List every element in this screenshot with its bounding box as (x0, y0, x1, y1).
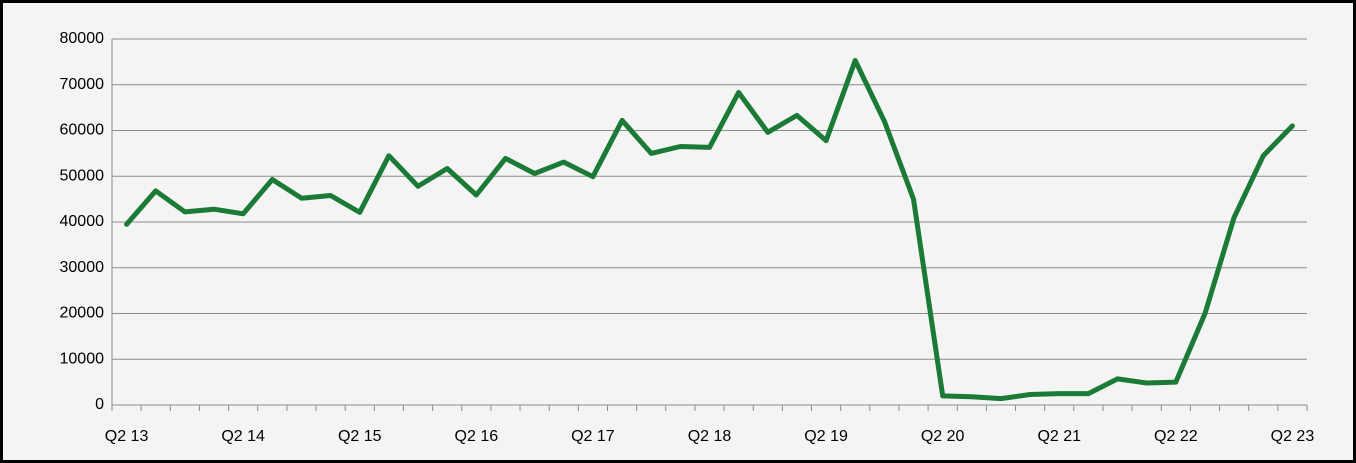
y-tick-label: 40000 (60, 213, 105, 230)
y-tick-label: 30000 (60, 259, 105, 276)
y-tick-label: 10000 (60, 350, 105, 367)
x-tick-label: Q2 18 (688, 428, 732, 445)
y-tick-label: 20000 (60, 305, 105, 322)
x-tick-label: Q2 20 (921, 428, 965, 445)
y-tick-label: 60000 (60, 122, 105, 139)
x-tick-label: Q2 21 (1037, 428, 1081, 445)
x-tick-label: Q2 22 (1154, 428, 1198, 445)
x-tick-label: Q2 19 (804, 428, 848, 445)
line-series (124, 58, 1295, 402)
y-tick-label: 80000 (60, 30, 105, 47)
x-tick-label: Q2 17 (571, 428, 615, 445)
x-tick-label: Q2 13 (105, 428, 149, 445)
x-tick-label: Q2 23 (1271, 428, 1315, 445)
x-tick-label: Q2 15 (338, 428, 382, 445)
y-tick-label: 50000 (60, 167, 105, 184)
x-tick-label: Q2 14 (221, 428, 265, 445)
x-tick-label: Q2 16 (455, 428, 499, 445)
y-tick-label: 0 (95, 396, 104, 413)
y-tick-label: 70000 (60, 76, 105, 93)
